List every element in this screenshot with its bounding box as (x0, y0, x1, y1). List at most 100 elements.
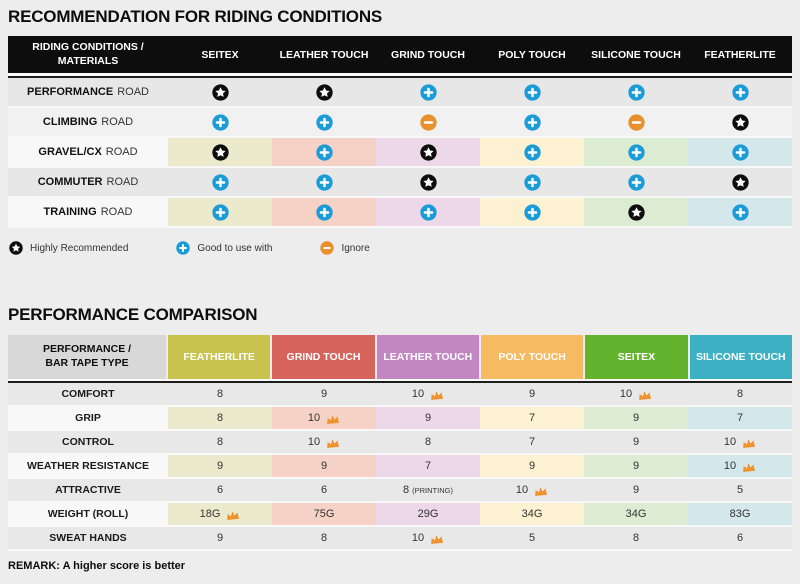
score-cell: 7 (480, 431, 584, 453)
recommendation-cell (584, 78, 688, 106)
crown-icon (429, 389, 445, 402)
score-cell: 9 (584, 455, 688, 477)
legend-label: Good to use with (197, 242, 273, 254)
column-header-featherlite: FEATHERLITE (168, 335, 271, 379)
column-header-grind-touch: GRIND TOUCH (391, 48, 465, 61)
score-value: 34G (521, 508, 543, 520)
score-value: 34G (625, 508, 647, 520)
performance-row: WEATHER RESISTANCE 9 9 7 9 9 10 (8, 455, 792, 479)
score-cell: 34G (480, 503, 584, 525)
plus-icon (523, 113, 541, 131)
score-value: 18G (199, 508, 221, 520)
score-cell: 7 (688, 407, 792, 429)
plus-icon (176, 241, 191, 255)
score-cell: 9 (272, 383, 376, 405)
star-icon (315, 83, 333, 101)
recommendation-cell (480, 108, 584, 136)
plus-icon (211, 173, 229, 191)
column-header-leather-touch: LEATHER TOUCH (279, 48, 369, 61)
legend-item: Ignore (320, 241, 370, 255)
score-cell: 9 (376, 407, 480, 429)
header-gap-line (8, 73, 792, 76)
recommendation-cell (272, 168, 376, 196)
recommendation-cell (688, 78, 792, 106)
row-label: TRAINING ROAD (8, 198, 168, 226)
plus-icon (419, 203, 437, 221)
score-value: 10 (411, 532, 425, 544)
plus-icon (627, 173, 645, 191)
riding-condition-row: TRAINING ROAD (8, 198, 792, 228)
score-cell: 10 (376, 527, 480, 549)
plus-icon (315, 113, 333, 131)
star-icon (211, 143, 229, 161)
recommendation-cell (584, 198, 688, 226)
row-label: GRAVEL/CX ROAD (8, 138, 168, 166)
score-cell: 10 (272, 407, 376, 429)
riding-condition-row: COMMUTER ROAD (8, 168, 792, 198)
score-cell: 8 (168, 383, 272, 405)
riding-table-header: RIDING CONDITIONS / MATERIALS SEITEX LEA… (8, 36, 792, 73)
riding-condition-row: CLIMBING ROAD (8, 108, 792, 138)
score-value: 6 (320, 484, 328, 496)
score-cell: 6 (168, 479, 272, 501)
recommendation-cell (688, 108, 792, 136)
score-value: 83G (729, 508, 751, 520)
performance-row: SWEAT HANDS 9 8 10 5 8 6 (8, 527, 792, 551)
recommendation-cell (480, 198, 584, 226)
legend-label: Ignore (341, 242, 370, 254)
remark-note: REMARK: A higher score is better (8, 560, 186, 572)
score-cell: 8 (688, 383, 792, 405)
score-value: 10 (411, 388, 425, 400)
column-header-silicone-touch: SILICONE TOUCH (591, 48, 681, 61)
score-value: 9 (632, 436, 640, 448)
score-cell: 8 (168, 431, 272, 453)
header-gap-line (8, 379, 792, 381)
legend-label: Highly Recommended (30, 242, 129, 254)
score-cell: 10 (272, 431, 376, 453)
score-cell: 9 (584, 407, 688, 429)
recommendation-cell (168, 198, 272, 226)
score-value: 7 (528, 436, 536, 448)
column-header-seitex: SEITEX (585, 335, 688, 379)
row-label: WEATHER RESISTANCE (8, 455, 168, 477)
plus-icon (315, 143, 333, 161)
row-label: SWEAT HANDS (8, 527, 168, 549)
crown-icon (637, 389, 653, 402)
score-cell: 34G (584, 503, 688, 525)
score-value: 10 (723, 436, 737, 448)
riding-conditions-table: RIDING CONDITIONS / MATERIALS SEITEX LEA… (8, 36, 792, 228)
score-cell: 18G (168, 503, 272, 525)
performance-row: WEIGHT (ROLL) 18G 75G 29G 34G 34G 83G (8, 503, 792, 527)
score-cell: 6 (272, 479, 376, 501)
recommendation-cell (584, 108, 688, 136)
score-value: 10 (619, 388, 633, 400)
score-cell: 8 (584, 527, 688, 549)
score-cell: 10 (688, 431, 792, 453)
crown-icon (741, 461, 757, 474)
column-header-featherlite: FEATHERLITE (704, 48, 776, 61)
minus-icon (419, 113, 437, 131)
riding-header-label-line2: MATERIALS (57, 54, 119, 67)
legend-item: Highly Recommended (9, 241, 128, 255)
column-header-poly-touch: POLY TOUCH (498, 48, 566, 61)
recommendation-cell (584, 138, 688, 166)
score-value: 75G (313, 508, 335, 520)
column-header-poly-touch: POLY TOUCH (480, 335, 584, 379)
column-header-silicone-touch: SILICONE TOUCH (689, 335, 792, 379)
crown-icon (741, 437, 757, 450)
plus-icon (627, 143, 645, 161)
performance-header-label-line2: BAR TAPE TYPE (45, 357, 129, 369)
score-value: 10 (307, 412, 321, 424)
score-cell: 9 (168, 455, 272, 477)
performance-header-label-line1: PERFORMANCE / (42, 343, 132, 356)
recommendation-cell (376, 138, 480, 166)
row-label: ATTRACTIVE (8, 479, 168, 501)
column-header-grind-touch: GRIND TOUCH (272, 335, 375, 379)
score-value: 8 (424, 436, 432, 448)
crown-icon (325, 413, 341, 426)
score-cell: 7 (376, 455, 480, 477)
score-value: 9 (424, 412, 432, 424)
score-cell: 8 (PRINTING) (376, 479, 480, 501)
recommendation-cell (168, 78, 272, 106)
crown-icon (225, 509, 241, 522)
